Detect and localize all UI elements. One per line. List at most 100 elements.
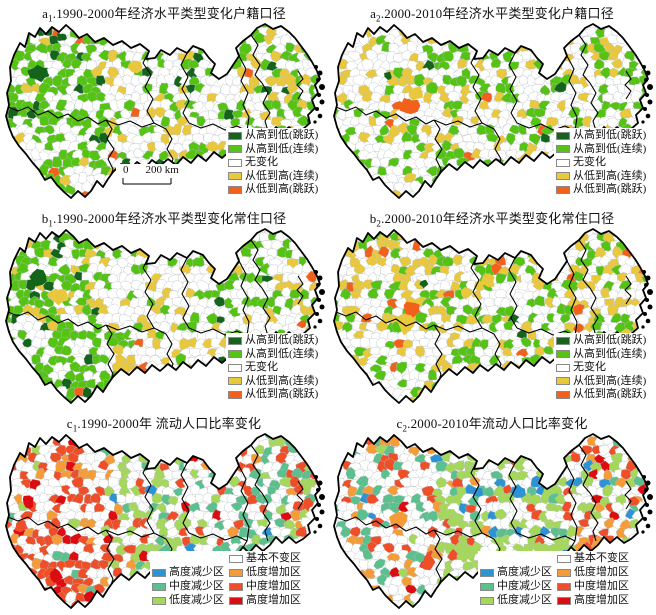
legend-item: 高度减少区 <box>480 566 552 580</box>
legend-swatch-hl_cont <box>556 350 570 359</box>
legend-item: 无变化 <box>228 361 318 375</box>
panel-title-c1: c1.1990-2000年 流动人口比率变化 <box>0 413 328 434</box>
legend-swatch-lh_cont <box>556 377 570 386</box>
legend-swatch-nochange <box>556 363 570 372</box>
legend-item: 从高到低(跳跃) <box>556 334 646 348</box>
legend-item: 高度减少区 <box>152 566 224 580</box>
legend-item: 从低到高(跳跃) <box>556 183 646 197</box>
legend-swatch-hl_jump <box>228 131 242 140</box>
legend-item: 从低到高(连续) <box>228 170 318 184</box>
title-prefix: b <box>369 211 377 226</box>
legend-label: 基本不变区 <box>574 552 629 565</box>
legend-item: 从高到低(跳跃) <box>228 129 318 143</box>
legend-a2: 从高到低(跳跃) 从高到低(连续) 无变化 从低到高(连续) 从低到高(跳跃) <box>554 128 649 198</box>
legend-item: 无变化 <box>556 156 646 170</box>
panel-title-a1: a1.1990-2000年经济水平类型变化户籍口径 <box>0 3 328 24</box>
legend-item: 从高到低(连续) <box>556 348 646 362</box>
panel-a2: a2.2000-2010年经济水平类型变化户籍口径 从高到低(跳跃) 从高到低(连… <box>328 0 656 205</box>
legend-swatch-lh_cont <box>228 172 242 181</box>
title-prefix: c <box>66 416 73 431</box>
legend-label: 中度减少区 <box>169 580 224 593</box>
legend-item: 中度减少区 <box>480 580 552 594</box>
legend-label: 从低到高(跳跃) <box>573 388 647 400</box>
legend-swatch-dec_low <box>152 597 166 605</box>
choropleth-map-b1 <box>5 228 325 404</box>
legend-swatch-dec_low <box>480 597 494 605</box>
legend-swatch-dec_mid <box>480 583 494 591</box>
title-text: .2000-2010年经济水平类型变化户籍口径 <box>380 6 614 21</box>
legend-swatch-lh_cont <box>228 377 242 386</box>
legend-label: 中度减少区 <box>497 580 552 593</box>
title-subscript: 2 <box>402 423 408 434</box>
legend-swatch-nochange <box>556 158 570 167</box>
panel-b2: b2.2000-2010年经济水平类型变化常住口径 从高到低(跳跃) 从高到低(连… <box>328 205 656 410</box>
legend-label: 从高到低(连续) <box>245 347 319 360</box>
legend-swatch-inc_mid <box>229 583 243 591</box>
legend-item: 中度减少区 <box>152 580 224 594</box>
legend-item: 从低到高(跳跃) <box>556 388 646 402</box>
legend-label: 从低到高(连续) <box>245 169 319 182</box>
legend-swatch-inc_low <box>229 569 243 577</box>
scale-zero-label: 0 <box>123 164 129 176</box>
legend-item: 基本不变区 <box>557 552 629 566</box>
legend-label: 从高到低(跳跃) <box>573 334 647 346</box>
legend-swatch-lh_jump <box>228 390 242 399</box>
legend-label: 从高到低(跳跃) <box>573 129 647 141</box>
legend-swatch-hl_cont <box>228 350 242 359</box>
legend-item: 从低到高(跳跃) <box>228 183 318 197</box>
legend-b2: 从高到低(跳跃) 从高到低(连续) 无变化 从低到高(连续) 从低到高(跳跃) <box>554 333 649 403</box>
legend-label: 从低到高(跳跃) <box>245 388 319 400</box>
title-prefix: a <box>42 6 49 21</box>
legend-label: 无变化 <box>245 361 278 373</box>
title-text: .1990-2000年经济水平类型变化常住口径 <box>53 211 287 226</box>
legend-column-increase: 基本不变区 低度增加区 中度增加区 高度增加区 <box>229 552 301 608</box>
legend-swatch-inc_high <box>229 597 243 605</box>
legend-item: 高度增加区 <box>229 594 301 608</box>
legend-label: 高度减少区 <box>169 566 224 579</box>
legend-swatch-dec_mid <box>152 583 166 591</box>
legend-swatch-inc_mid <box>557 583 571 591</box>
legend-swatch-hl_jump <box>228 336 242 345</box>
title-prefix: b <box>41 211 49 226</box>
legend-label: 高度增加区 <box>574 594 629 607</box>
title-subscript: 2 <box>376 218 382 229</box>
legend-label: 从高到低(跳跃) <box>245 129 319 141</box>
title-text: .1990-2000年经济水平类型变化户籍口径 <box>52 6 286 21</box>
legend-swatch-lh_cont <box>556 172 570 181</box>
legend-column-decrease: 高度减少区 中度减少区 低度减少区 <box>152 566 224 608</box>
legend-label: 高度增加区 <box>246 594 301 607</box>
legend-swatch-nochange <box>228 363 242 372</box>
legend-item: 低度增加区 <box>229 566 301 580</box>
legend-item: 中度增加区 <box>229 580 301 594</box>
scale-bar: 0 200 km <box>116 164 198 194</box>
legend-label: 低度增加区 <box>574 566 629 579</box>
legend-item: 中度增加区 <box>557 580 629 594</box>
legend-label: 中度增加区 <box>246 580 301 593</box>
legend-item: 低度减少区 <box>480 594 552 608</box>
legend-item: 从高到低(跳跃) <box>556 129 646 143</box>
scale-bar-line <box>122 178 172 185</box>
legend-label: 从低到高(跳跃) <box>573 183 647 195</box>
legend-column-decrease: 高度减少区 中度减少区 低度减少区 <box>480 566 552 608</box>
title-prefix: c <box>396 416 403 431</box>
title-text: .1990-2000年 流动人口比率变化 <box>77 416 262 431</box>
legend-c2: 高度减少区 中度减少区 低度减少区 基本不变区 低度增加区 中度增加区 高度增加区 <box>478 551 631 609</box>
legend-item: 基本不变区 <box>229 552 301 566</box>
panel-b1: b1.1990-2000年经济水平类型变化常住口径 从高到低(跳跃) 从高到低(连… <box>0 205 328 410</box>
legend-label: 从高到低(连续) <box>245 142 319 155</box>
legend-item: 无变化 <box>228 156 318 170</box>
legend-swatch-hl_jump <box>556 336 570 345</box>
legend-label: 从低到高(连续) <box>573 169 647 182</box>
legend-c1: 高度减少区 中度减少区 低度减少区 基本不变区 低度增加区 中度增加区 高度增加区 <box>150 551 303 609</box>
legend-item: 从低到高(连续) <box>556 170 646 184</box>
legend-item: 从高到低(连续) <box>228 143 318 157</box>
legend-label: 高度减少区 <box>497 566 552 579</box>
legend-label: 从低到高(连续) <box>573 374 647 387</box>
legend-label: 从低到高(连续) <box>245 374 319 387</box>
legend-label: 从高到低(跳跃) <box>245 334 319 346</box>
legend-item: 从高到低(连续) <box>228 348 318 362</box>
panel-title-a2: a2.2000-2010年经济水平类型变化户籍口径 <box>328 3 656 24</box>
legend-label: 低度减少区 <box>497 594 552 607</box>
legend-a1: 从高到低(跳跃) 从高到低(连续) 无变化 从低到高(连续) 从低到高(跳跃) <box>226 128 321 198</box>
